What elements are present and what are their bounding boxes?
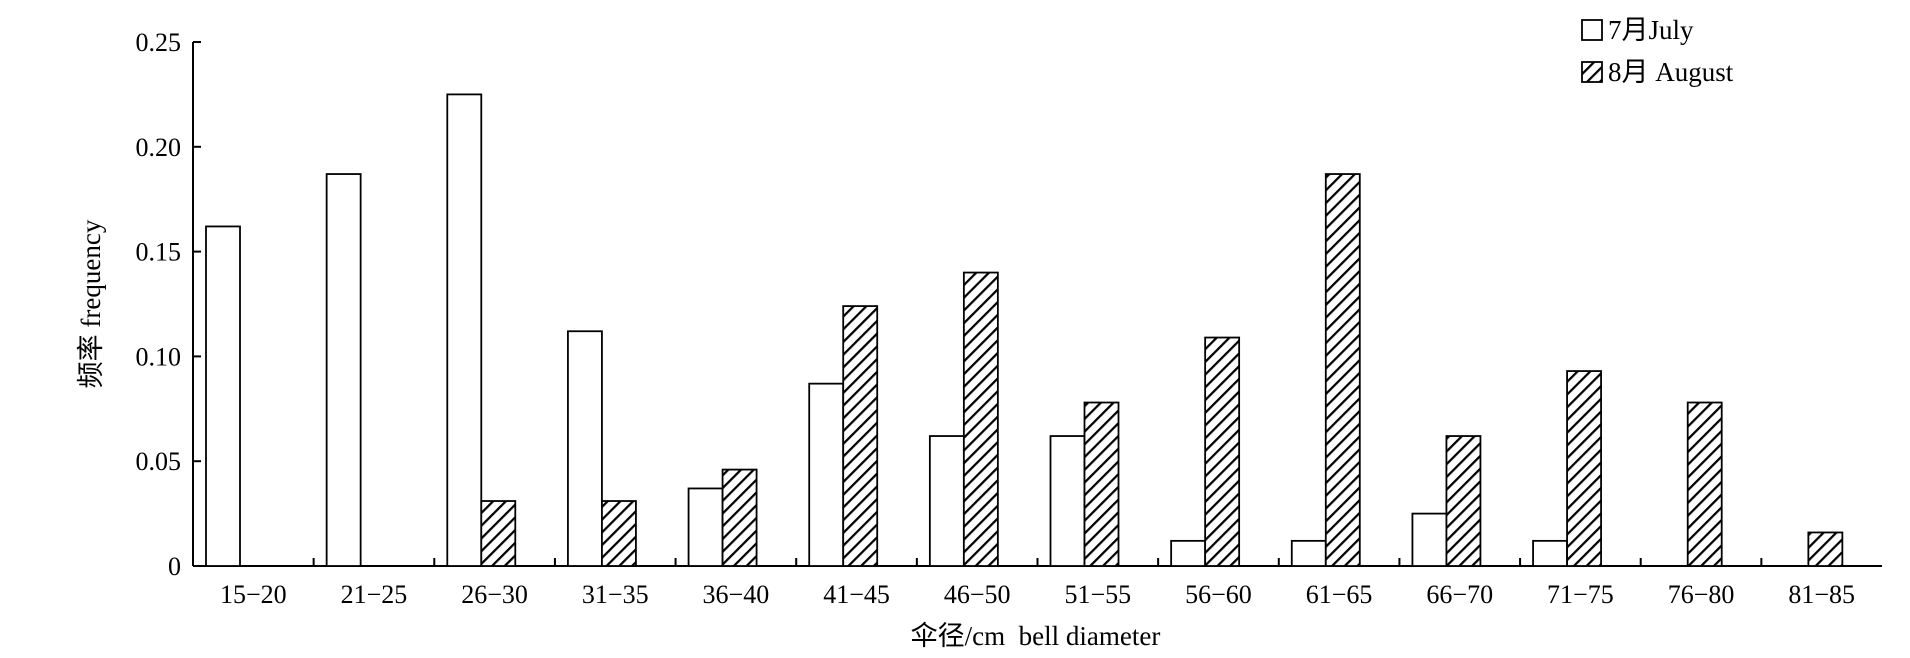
x-tick-label: 66−70 [1426,580,1493,609]
y-axis-title: 频率 frequency [76,219,106,388]
bar-july-51−55 [1049,435,1086,567]
x-axis: 15−20 21−25 26−30 31−35 36−40 41−45 46−50 51−55… [193,558,1882,609]
y-tick-label: 0.05 [136,447,182,476]
bar-august-66−70 [1445,435,1482,567]
x-tick-label: 21−25 [341,580,408,609]
bar-august-81−85 [1807,531,1844,567]
x-tick-label: 15−20 [220,580,287,609]
bar-august-51−55 [1083,401,1120,567]
bar-july-71−75 [1532,539,1568,567]
legend-label: 8月 August [1608,57,1734,87]
bar-august-61−65 [1324,173,1361,567]
legend-label: 7月July [1608,15,1694,45]
bar-july-31−35 [567,330,603,567]
y-tick-label: 0.15 [136,238,182,267]
x-tick-label: 51−55 [1064,580,1131,609]
bar-august-46−50 [962,271,999,567]
legend: 7月July 8月 August [1581,15,1734,87]
x-tick-label: 81−85 [1788,580,1855,609]
bar-august-26−30 [480,500,517,567]
x-tick-label: 56−60 [1185,580,1252,609]
legend-swatch [1581,19,1603,41]
bar-july-56−60 [1170,539,1207,567]
x-tick-label: 76−80 [1668,580,1735,609]
bar-august-36−40 [721,468,758,567]
bar-august-56−60 [1204,336,1241,567]
y-axis: 0 0.05 0.10 0.15 0.20 0.25 [136,28,201,581]
x-tick-label: 46−50 [944,580,1011,609]
y-tick-label: 0.20 [136,133,182,162]
x-axis-title: 伞径/cm bell diameter [911,621,1161,651]
bar-july-41−45 [808,382,845,567]
y-tick-label: 0 [168,552,181,581]
y-tick-label: 0.10 [136,342,182,371]
bar-august-71−75 [1566,370,1602,567]
x-tick-label: 36−40 [703,580,770,609]
bar-august-31−35 [601,500,637,567]
legend-swatch [1581,61,1603,83]
x-tick-label: 26−30 [461,580,528,609]
y-tick-label: 0.25 [136,28,182,57]
bar-august-41−45 [842,305,879,567]
x-tick-label: 71−75 [1547,580,1614,609]
x-tick-label: 61−65 [1306,580,1373,609]
bar-july-46−50 [928,435,965,567]
bar-july-26−30 [446,93,483,567]
bar-july-21−25 [325,173,362,567]
bar-august-76−80 [1686,401,1723,567]
x-tick-label: 31−35 [582,580,649,609]
bar-july-15−20 [205,225,241,567]
x-tick-label: 41−45 [823,580,890,609]
bars [205,93,1844,567]
bar-july-36−40 [687,487,724,567]
bar-july-61−65 [1290,539,1327,567]
bar-july-66−70 [1411,512,1448,567]
